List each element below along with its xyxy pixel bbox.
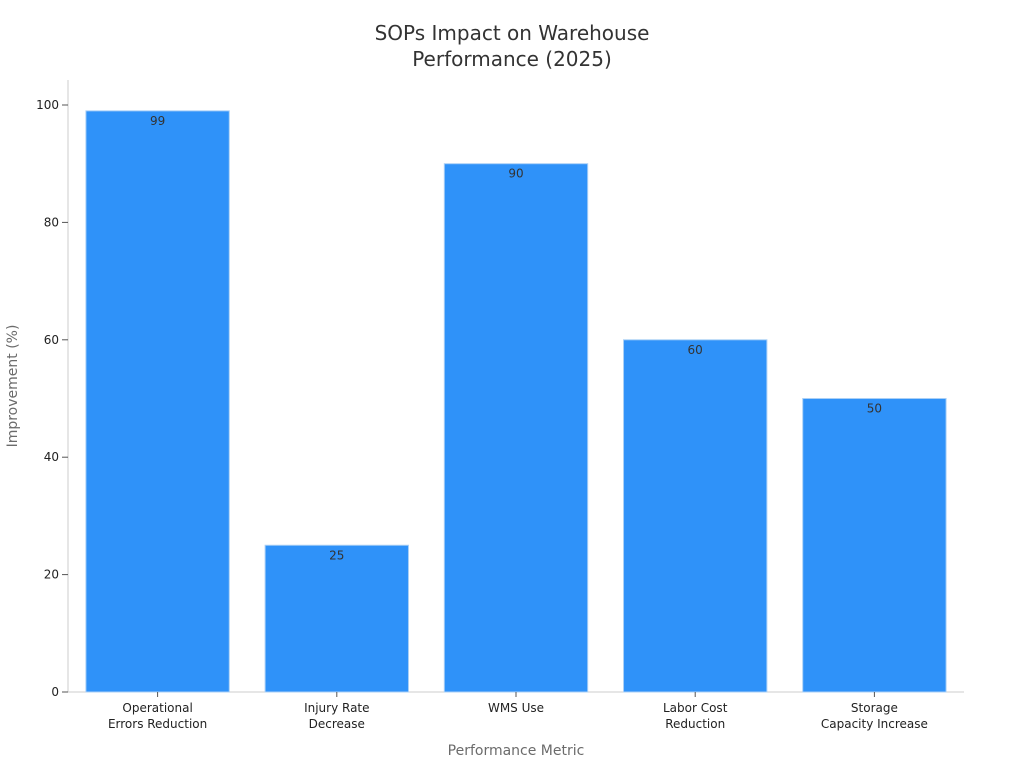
x-tick-labels: Operational Errors Reduction Injury Rate De… — [108, 692, 928, 731]
chart-title-line-1: SOPs Impact on Warehouse — [375, 21, 650, 45]
bar-value-label: 90 — [508, 167, 523, 181]
x-tick-label-line: Capacity Increase — [821, 717, 928, 731]
bar — [85, 110, 230, 693]
y-tick-label: 80 — [44, 215, 59, 229]
bar — [264, 544, 409, 693]
x-tick-label: Storage Capacity Increase — [821, 701, 928, 731]
x-axis-label: Performance Metric — [448, 743, 585, 759]
bar-value-label: 60 — [688, 343, 703, 357]
bar-value-label: 50 — [867, 402, 882, 416]
x-tick-label-line: Decrease — [309, 717, 365, 731]
x-tick-label-line: Injury Rate — [304, 701, 369, 715]
bar-value-label: 99 — [150, 114, 165, 128]
data-labels: 99 25 90 60 50 — [150, 114, 882, 562]
x-tick-label: Labor Cost Reduction — [663, 701, 728, 731]
x-tick-label-line: Operational — [122, 701, 192, 715]
x-tick-label-line: Storage — [851, 701, 898, 715]
x-tick-label: WMS Use — [488, 701, 544, 715]
x-tick-label-line: Labor Cost — [663, 701, 728, 715]
y-tick-label: 60 — [44, 333, 59, 347]
bar — [802, 398, 947, 693]
bars — [85, 110, 947, 693]
y-tick-label: 40 — [44, 450, 59, 464]
bar — [623, 339, 768, 693]
x-tick-label-line: WMS Use — [488, 701, 544, 715]
chart-title-line-2: Performance (2025) — [412, 47, 612, 71]
chart-title: SOPs Impact on Warehouse Performance (20… — [375, 21, 650, 71]
y-tick-label: 0 — [51, 685, 59, 699]
x-tick-label-line: Reduction — [665, 717, 725, 731]
y-tick-label: 100 — [36, 98, 59, 112]
x-tick-label: Injury Rate Decrease — [304, 701, 369, 731]
bar-value-label: 25 — [329, 548, 344, 562]
y-axis-label: Improvement (%) — [5, 325, 21, 448]
y-tick-label: 20 — [44, 568, 59, 582]
x-tick-label-line: Errors Reduction — [108, 717, 207, 731]
bar — [443, 163, 589, 693]
y-ticks: 0 20 40 60 80 100 — [36, 98, 68, 699]
x-tick-label: Operational Errors Reduction — [108, 701, 207, 731]
